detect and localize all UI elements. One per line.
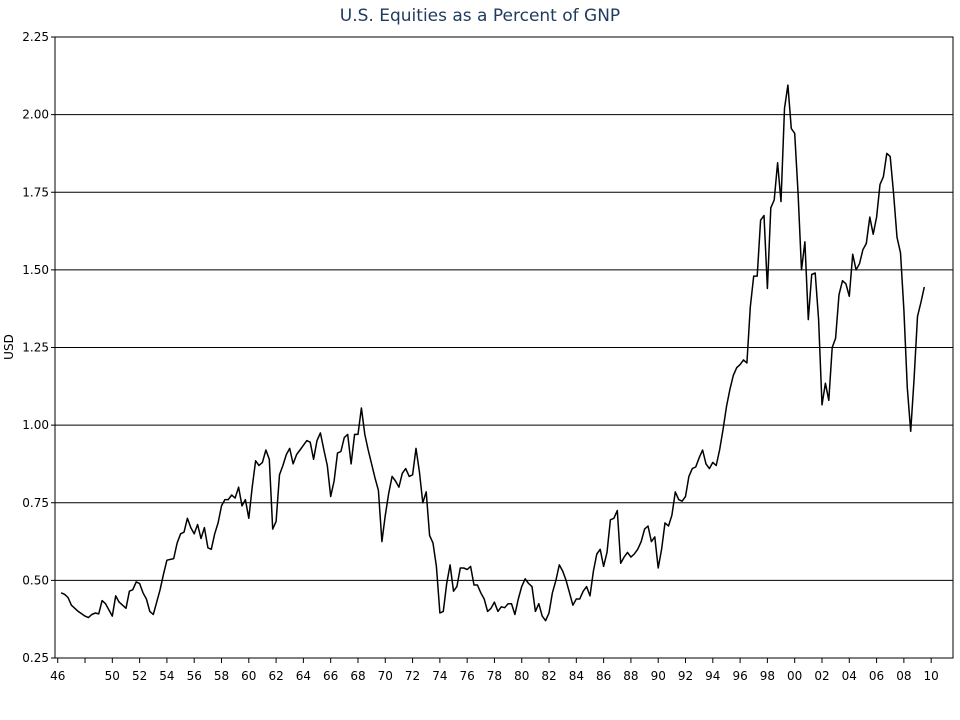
y-tick-label: 0.75 [22, 496, 49, 510]
x-tick-labels: 46 50 52 54 56 58 60 62 64 66 68 70 72 74 76 78 80 82 84 86… [50, 658, 939, 683]
x-tick-label: 98 [760, 669, 775, 683]
y-tick-label: 1.50 [22, 263, 49, 277]
gridlines [55, 114, 953, 581]
x-tick-label: 56 [187, 669, 202, 683]
x-tick-label: 00 [787, 669, 802, 683]
y-tick-labels: 0.25 0.50 0.75 1.00 1.25 1.50 1.75 2.00 2.25 [22, 30, 55, 665]
x-tick-label: 02 [814, 669, 829, 683]
y-axis-label: USD [2, 334, 16, 360]
x-tick-label: 76 [460, 669, 475, 683]
x-tick-label: 90 [651, 669, 666, 683]
x-tick-label: 70 [378, 669, 393, 683]
x-tick-label: 08 [896, 669, 911, 683]
x-tick-label: 50 [105, 669, 120, 683]
x-tick-label: 46 [50, 669, 65, 683]
x-tick-label: 86 [596, 669, 611, 683]
series-group [60, 84, 926, 622]
y-tick-label: 0.25 [22, 651, 49, 665]
series-line [60, 84, 926, 622]
x-tick-label: 68 [350, 669, 365, 683]
x-tick-label: 06 [869, 669, 884, 683]
y-tick-label: 1.00 [22, 418, 49, 432]
x-tick-label: 94 [705, 669, 720, 683]
y-tick-label: 1.75 [22, 185, 49, 199]
x-tick-label: 96 [732, 669, 747, 683]
x-tick-label: 66 [323, 669, 338, 683]
x-tick-label: 74 [432, 669, 447, 683]
x-tick-label: 64 [296, 669, 311, 683]
x-tick-label: 92 [678, 669, 693, 683]
x-tick-label: 84 [569, 669, 584, 683]
x-tick-label: 60 [241, 669, 256, 683]
x-tick-label: 80 [514, 669, 529, 683]
x-tick-label: 04 [842, 669, 857, 683]
x-tick-label: 82 [541, 669, 556, 683]
plot-frame [54, 36, 954, 659]
x-tick-label: 54 [159, 669, 174, 683]
y-tick-label: 1.25 [22, 341, 49, 355]
y-tick-label: 2.00 [22, 108, 49, 122]
x-tick-label: 52 [132, 669, 147, 683]
y-tick-label: 2.25 [22, 30, 49, 44]
chart-title: U.S. Equities as a Percent of GNP [340, 6, 620, 26]
x-tick-label: 10 [924, 669, 939, 683]
y-tick-label: 0.50 [22, 573, 49, 587]
x-tick-label: 62 [268, 669, 283, 683]
x-tick-label: 78 [487, 669, 502, 683]
x-tick-label: 88 [623, 669, 638, 683]
x-tick-label: 72 [405, 669, 420, 683]
x-tick-label: 58 [214, 669, 229, 683]
